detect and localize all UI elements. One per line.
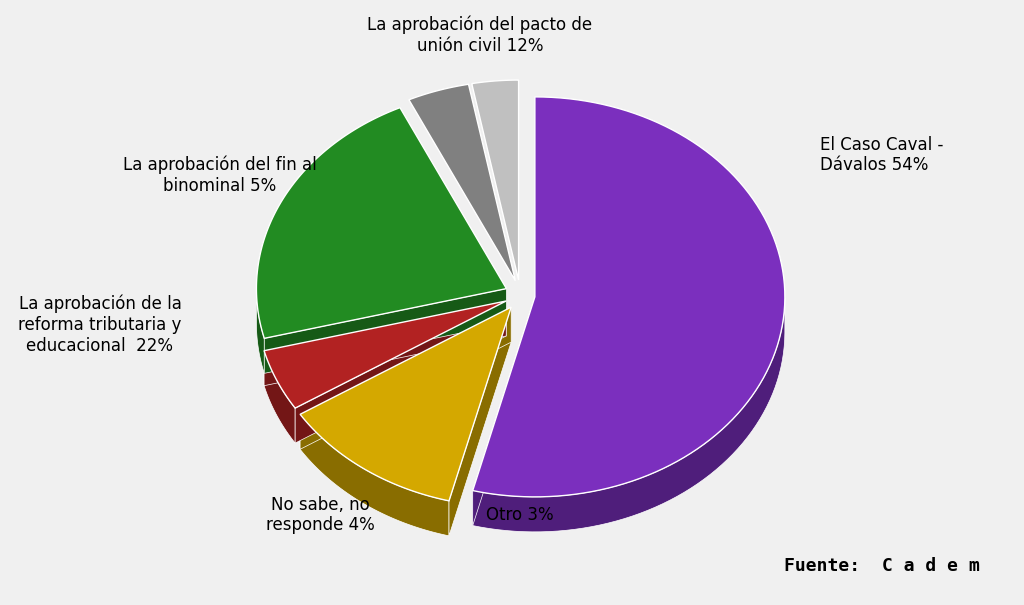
Polygon shape bbox=[473, 298, 784, 532]
Text: La aprobación del fin al
binominal 5%: La aprobación del fin al binominal 5% bbox=[123, 155, 316, 195]
Polygon shape bbox=[264, 289, 507, 373]
Text: La aprobación del pacto de
unión civil 12%: La aprobación del pacto de unión civil 1… bbox=[368, 15, 593, 54]
Polygon shape bbox=[295, 301, 506, 443]
Text: Otro 3%: Otro 3% bbox=[486, 506, 554, 524]
Text: El Caso Caval -
Dávalos 54%: El Caso Caval - Dávalos 54% bbox=[820, 136, 943, 174]
Polygon shape bbox=[409, 84, 515, 281]
Text: Fuente:  C a d e m: Fuente: C a d e m bbox=[784, 557, 980, 575]
Text: La aprobación de la
reforma tributaria y
educacional  22%: La aprobación de la reforma tributaria y… bbox=[18, 295, 181, 355]
Polygon shape bbox=[264, 301, 506, 408]
Polygon shape bbox=[264, 301, 506, 386]
Polygon shape bbox=[256, 289, 264, 373]
Polygon shape bbox=[300, 414, 449, 536]
Polygon shape bbox=[473, 97, 784, 497]
Polygon shape bbox=[300, 307, 511, 501]
Polygon shape bbox=[449, 307, 511, 536]
Polygon shape bbox=[472, 80, 518, 280]
Text: No sabe, no
responde 4%: No sabe, no responde 4% bbox=[265, 495, 375, 534]
Polygon shape bbox=[473, 297, 535, 526]
Polygon shape bbox=[264, 351, 295, 443]
Polygon shape bbox=[300, 307, 511, 450]
Polygon shape bbox=[256, 108, 507, 338]
